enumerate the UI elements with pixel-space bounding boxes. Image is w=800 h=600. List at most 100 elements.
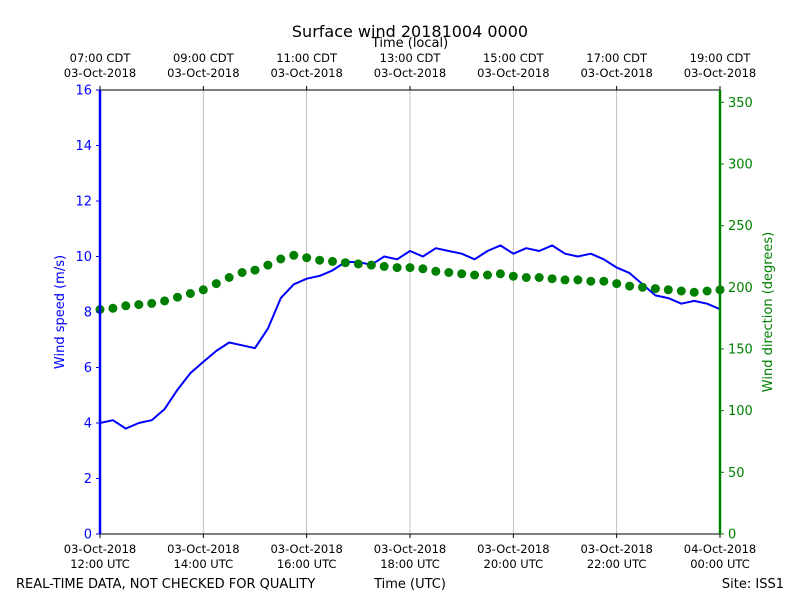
bottom-tick-label-time: 16:00 UTC <box>277 557 337 571</box>
bottom-tick-label-time: 12:00 UTC <box>70 557 130 571</box>
wind-direction-point <box>534 273 544 282</box>
y-axis-label-right: Wind direction (degrees) <box>761 232 776 392</box>
wind-direction-point <box>599 276 609 286</box>
bottom-tick-label-time: 18:00 UTC <box>380 557 440 571</box>
wind-direction-point <box>612 279 622 289</box>
right-axis-ticks: 0 50 100 150 200 250 300 350 <box>720 96 753 543</box>
wind-direction-point <box>315 255 325 265</box>
wind-direction-point <box>353 259 363 269</box>
left-axis-ticks: 0 2 4 6 8 10 12 14 16 <box>75 84 100 543</box>
wind-direction-point <box>495 269 505 279</box>
top-tick-label-time: 11:00 CDT <box>276 51 338 65</box>
footer-site: Site: ISS1 <box>722 577 784 592</box>
grid <box>202 90 618 534</box>
wind-direction-point <box>134 300 144 310</box>
wind-direction-point <box>108 303 118 313</box>
right-tick-label: 150 <box>728 343 753 358</box>
top-tick-label-time: 19:00 CDT <box>690 51 752 65</box>
wind-direction-point <box>379 261 389 271</box>
top-tick-label-time: 07:00 CDT <box>70 51 132 65</box>
bottom-tick-label-date: 03-Oct-2018 <box>580 542 652 556</box>
wind-direction-point <box>702 286 712 296</box>
wind-direction-point <box>392 263 402 273</box>
bottom-tick-label-date: 03-Oct-2018 <box>64 542 136 556</box>
wind-direction-point <box>237 268 247 277</box>
right-tick-label: 100 <box>728 404 753 419</box>
right-tick-label: 200 <box>728 281 753 296</box>
wind-direction-point <box>444 268 454 277</box>
wind-direction-point <box>431 266 441 276</box>
wind-direction-series <box>95 250 725 314</box>
right-tick-label: 300 <box>728 158 753 173</box>
wind-direction-point <box>366 260 376 270</box>
wind-direction-point <box>198 285 208 295</box>
bottom-tick-label-date: 03-Oct-2018 <box>270 542 342 556</box>
bottom-tick-label-date: 03-Oct-2018 <box>477 542 549 556</box>
top-tick-label-time: 17:00 CDT <box>586 51 648 65</box>
wind-direction-point <box>211 279 221 289</box>
wind-direction-point <box>457 269 467 279</box>
wind-direction-point <box>263 260 273 270</box>
wind-direction-point <box>418 264 428 274</box>
bottom-tick-label-time: 22:00 UTC <box>587 557 647 571</box>
wind-direction-point <box>405 263 415 273</box>
left-tick-label: 14 <box>75 139 92 154</box>
right-tick-label: 250 <box>728 219 753 234</box>
wind-direction-point <box>586 276 596 286</box>
wind-direction-point <box>302 253 312 263</box>
wind-direction-point <box>173 292 182 302</box>
left-tick-label: 8 <box>84 306 92 321</box>
right-tick-label: 50 <box>728 466 745 481</box>
bottom-tick-label-date: 03-Oct-2018 <box>167 542 239 556</box>
top-tick-label-date: 03-Oct-2018 <box>684 66 756 80</box>
wind-direction-point <box>328 256 337 266</box>
top-tick-label-time: 09:00 CDT <box>173 51 235 65</box>
wind-direction-point <box>508 271 518 281</box>
left-tick-label: 12 <box>75 195 92 210</box>
top-tick-label-time: 15:00 CDT <box>483 51 545 65</box>
top-tick-label-date: 03-Oct-2018 <box>64 66 136 80</box>
wind-direction-point <box>147 298 157 308</box>
bottom-tick-label-time: 20:00 UTC <box>484 557 544 571</box>
top-tick-label-date: 03-Oct-2018 <box>580 66 652 80</box>
left-tick-label: 4 <box>84 417 92 432</box>
y-axis-label-left: Wind speed (m/s) <box>53 255 68 369</box>
top-tick-label-date: 03-Oct-2018 <box>477 66 549 80</box>
wind-speed-line <box>99 244 721 430</box>
wind-direction-point <box>160 296 170 306</box>
top-tick-label-date: 03-Oct-2018 <box>374 66 446 80</box>
wind-direction-point <box>250 265 260 275</box>
bottom-tick-label-date: 03-Oct-2018 <box>374 542 446 556</box>
wind-direction-point <box>689 287 699 297</box>
top-tick-label-time: 13:00 CDT <box>380 51 442 65</box>
left-tick-label: 2 <box>84 472 92 487</box>
top-tick-label-date: 03-Oct-2018 <box>270 66 342 80</box>
left-tick-label: 6 <box>84 361 92 376</box>
chart-title: Surface wind 20181004 0000 <box>292 22 528 41</box>
wind-direction-point <box>185 289 195 298</box>
wind-direction-point <box>663 285 673 295</box>
wind-direction-point <box>560 275 570 285</box>
bottom-tick-label-time: 00:00 UTC <box>690 557 750 571</box>
wind-direction-point <box>224 273 234 282</box>
wind-speed-series <box>99 244 721 430</box>
right-tick-label: 0 <box>728 528 736 543</box>
left-tick-label: 10 <box>75 250 92 265</box>
bottom-axis-label: Time (UTC) <box>373 577 446 592</box>
footer-quality-note: REAL-TIME DATA, NOT CHECKED FOR QUALITY <box>16 577 315 592</box>
wind-direction-point <box>650 284 660 294</box>
wind-direction-point <box>625 281 635 291</box>
wind-direction-point <box>276 254 286 264</box>
wind-direction-point <box>638 282 647 292</box>
top-tick-label-date: 03-Oct-2018 <box>167 66 239 80</box>
wind-direction-point <box>676 286 686 296</box>
wind-direction-point <box>340 258 350 268</box>
left-tick-label: 16 <box>75 84 92 99</box>
left-tick-label: 0 <box>84 528 92 543</box>
wind-direction-point <box>547 274 557 284</box>
wind-direction-point <box>470 270 480 280</box>
right-tick-label: 350 <box>728 96 753 111</box>
